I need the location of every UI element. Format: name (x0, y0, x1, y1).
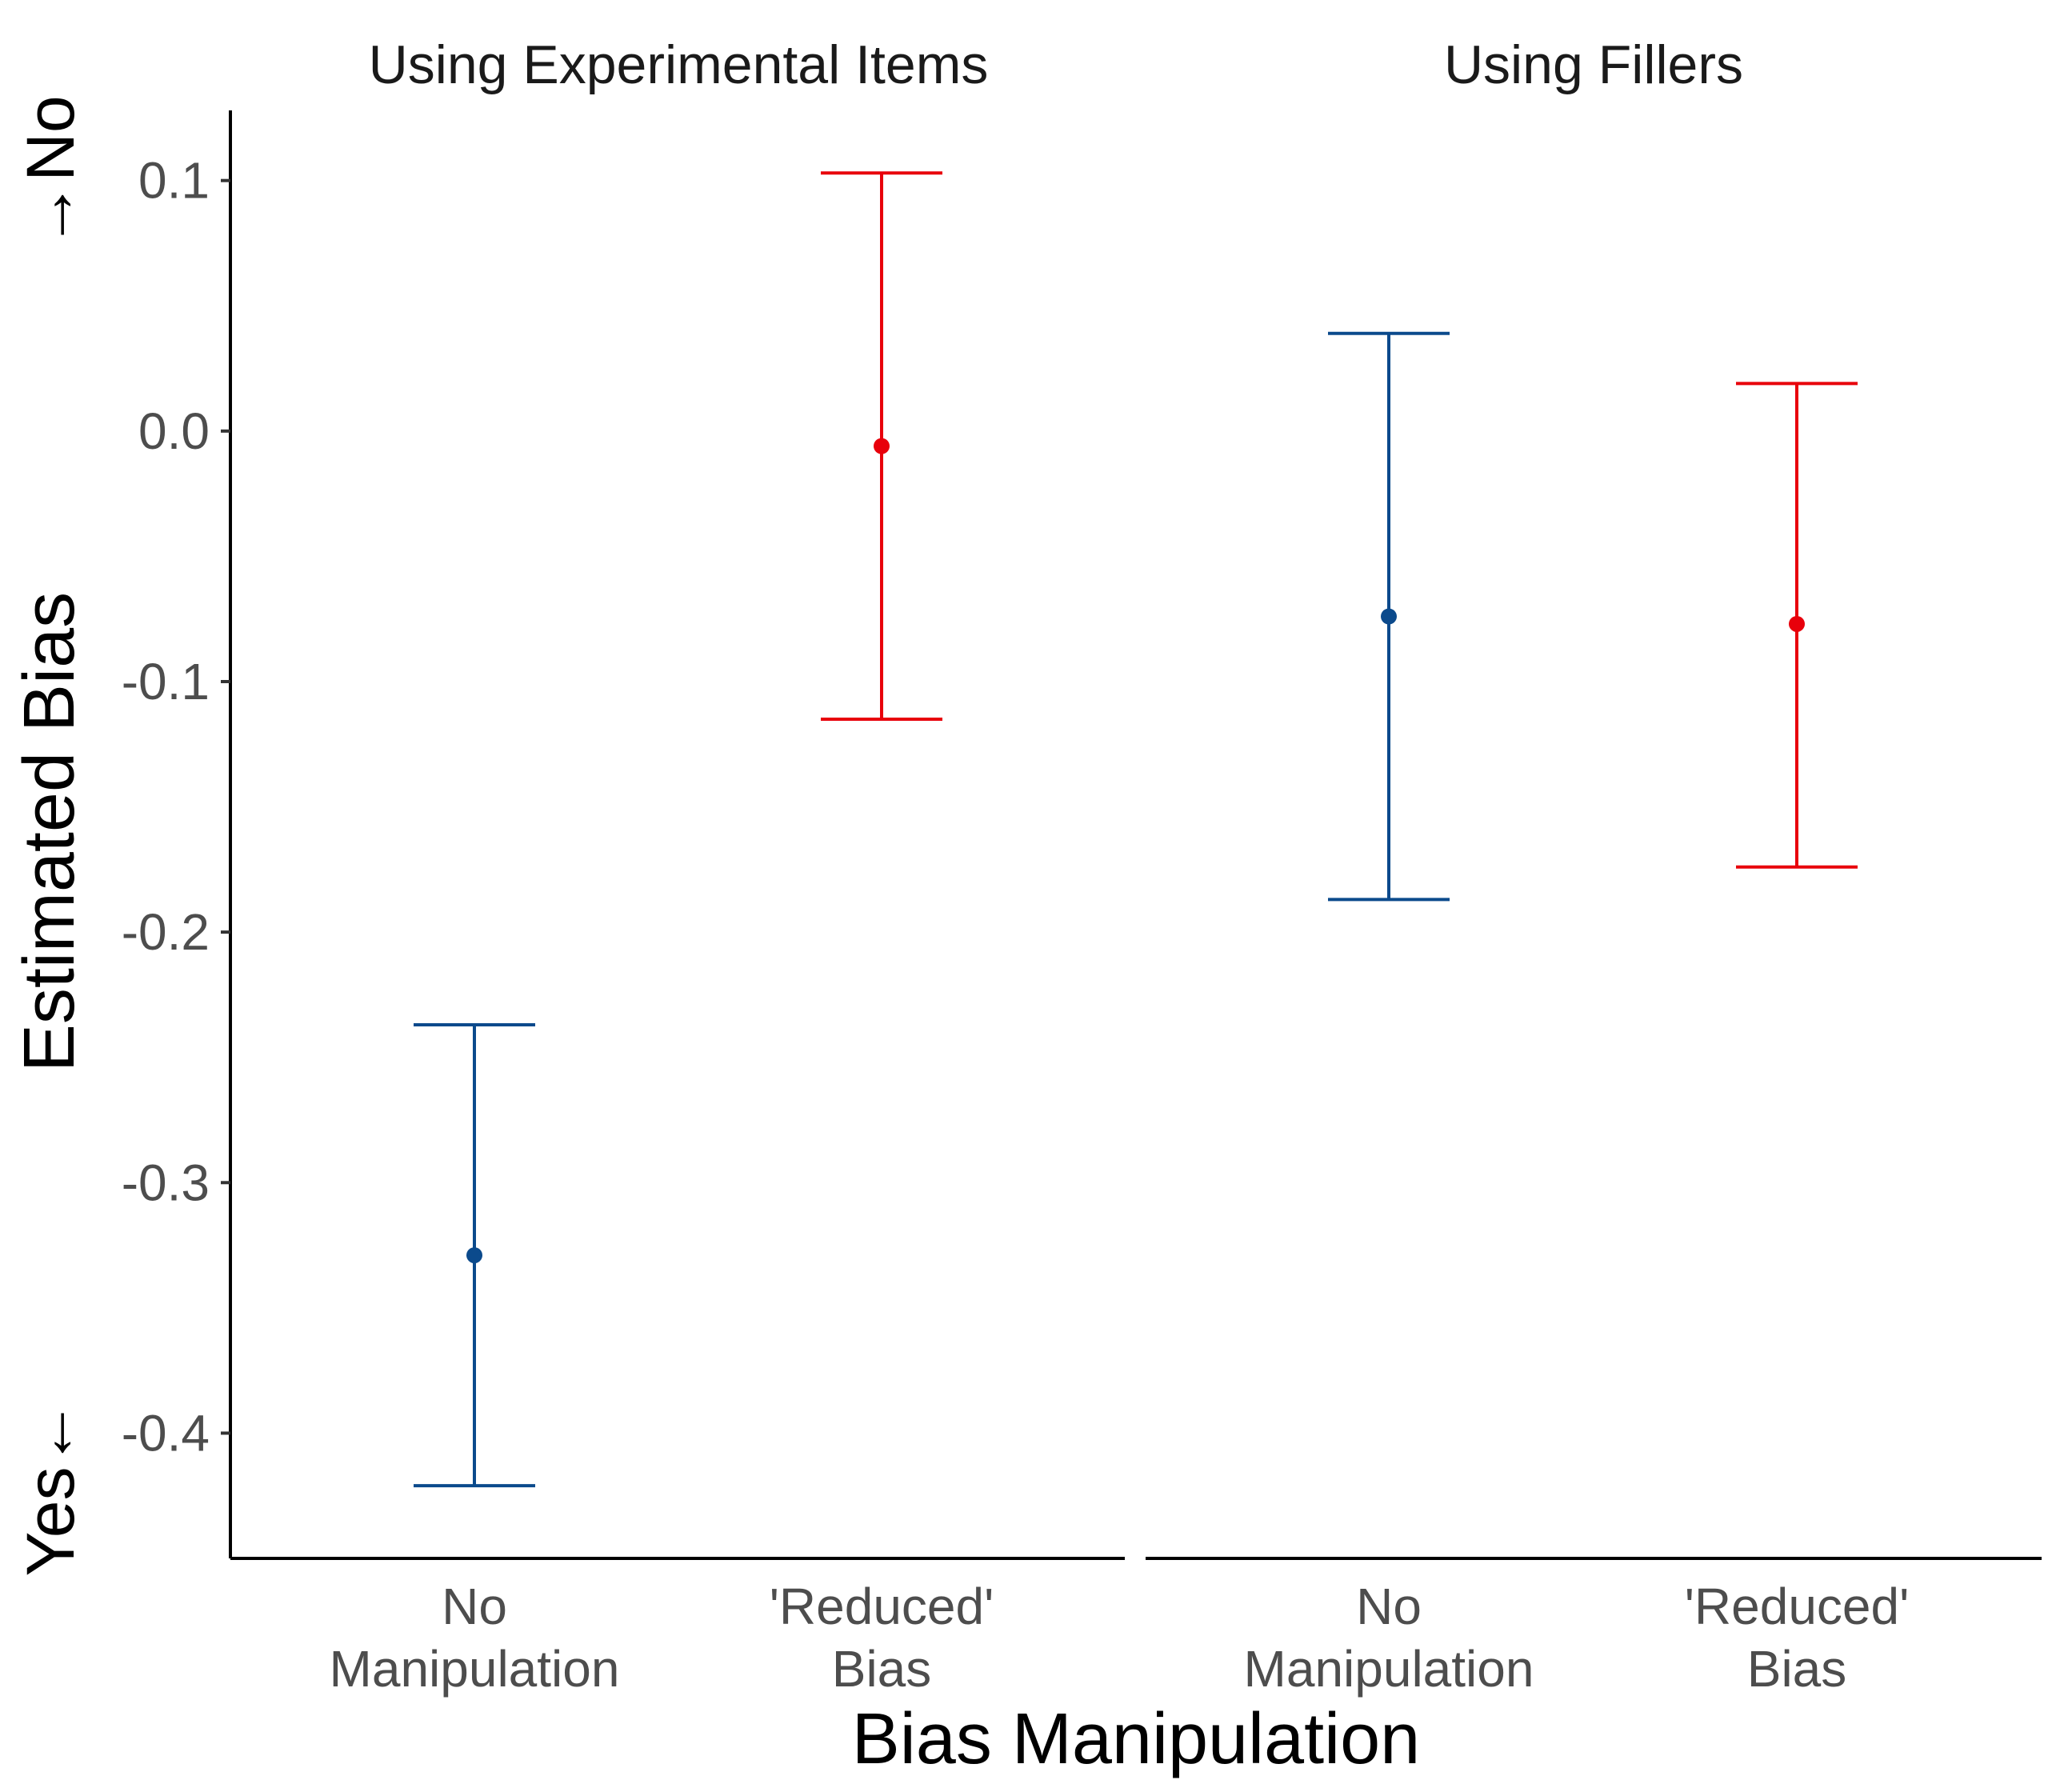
x-axis-title: Bias Manipulation (852, 1699, 1420, 1779)
x-tick-label-panel-2-reduced-bias: 'Reduced' Bias (1685, 1578, 1910, 1698)
x-tick-line2: Manipulation (1244, 1640, 1534, 1698)
y-tick-label: -0.3 (122, 1154, 210, 1211)
x-tick-line1: No (1356, 1578, 1422, 1635)
x-tick-line2: Manipulation (330, 1640, 620, 1698)
x-tick-line1: 'Reduced' (1685, 1578, 1910, 1635)
panel-2-cat-1-point (1381, 608, 1397, 625)
panel-2-marks (1328, 331, 1858, 902)
y-axis-title: Estimated Bias (10, 592, 90, 1072)
panel-title-fillers: Using Fillers (1444, 34, 1743, 95)
x-tick-label-panel-2-no-manipulation: No Manipulation (1244, 1578, 1534, 1698)
panel-1-marks (414, 171, 942, 1488)
panel-1-cat-1-point (466, 1247, 482, 1264)
panel-1-cat-2-point (874, 438, 890, 454)
panel-title-experimental-items: Using Experimental Items (369, 34, 989, 95)
panel-2-cat-2-point (1789, 615, 1805, 632)
y-tick-label: -0.4 (122, 1404, 210, 1462)
x-tick-line2: Bias (832, 1640, 932, 1698)
y-tick-label: -0.1 (122, 653, 210, 710)
x-tick-label-panel-1-reduced-bias: 'Reduced' Bias (770, 1578, 994, 1698)
x-tick-line1: No (442, 1578, 507, 1635)
direction-label-yes: Yes← (13, 1399, 88, 1576)
direction-label-no: →No (13, 95, 88, 248)
y-tick-label: -0.2 (122, 903, 210, 961)
x-tick-line1: 'Reduced' (770, 1578, 994, 1635)
y-tick-label: 0.0 (138, 402, 210, 460)
x-tick-label-panel-1-no-manipulation: No Manipulation (330, 1578, 620, 1698)
y-tick-label: 0.1 (138, 152, 210, 210)
y-axis-ticks: 0.1 0.0 -0.1 -0.2 -0.3 -0.4 (122, 152, 230, 1462)
x-tick-line2: Bias (1747, 1640, 1847, 1698)
panel-fillers: Using Fillers No Manipulation 'Reduced' … (1146, 34, 2042, 1698)
panel-experimental-items: Using Experimental Items No Manipulation… (230, 34, 1125, 1698)
